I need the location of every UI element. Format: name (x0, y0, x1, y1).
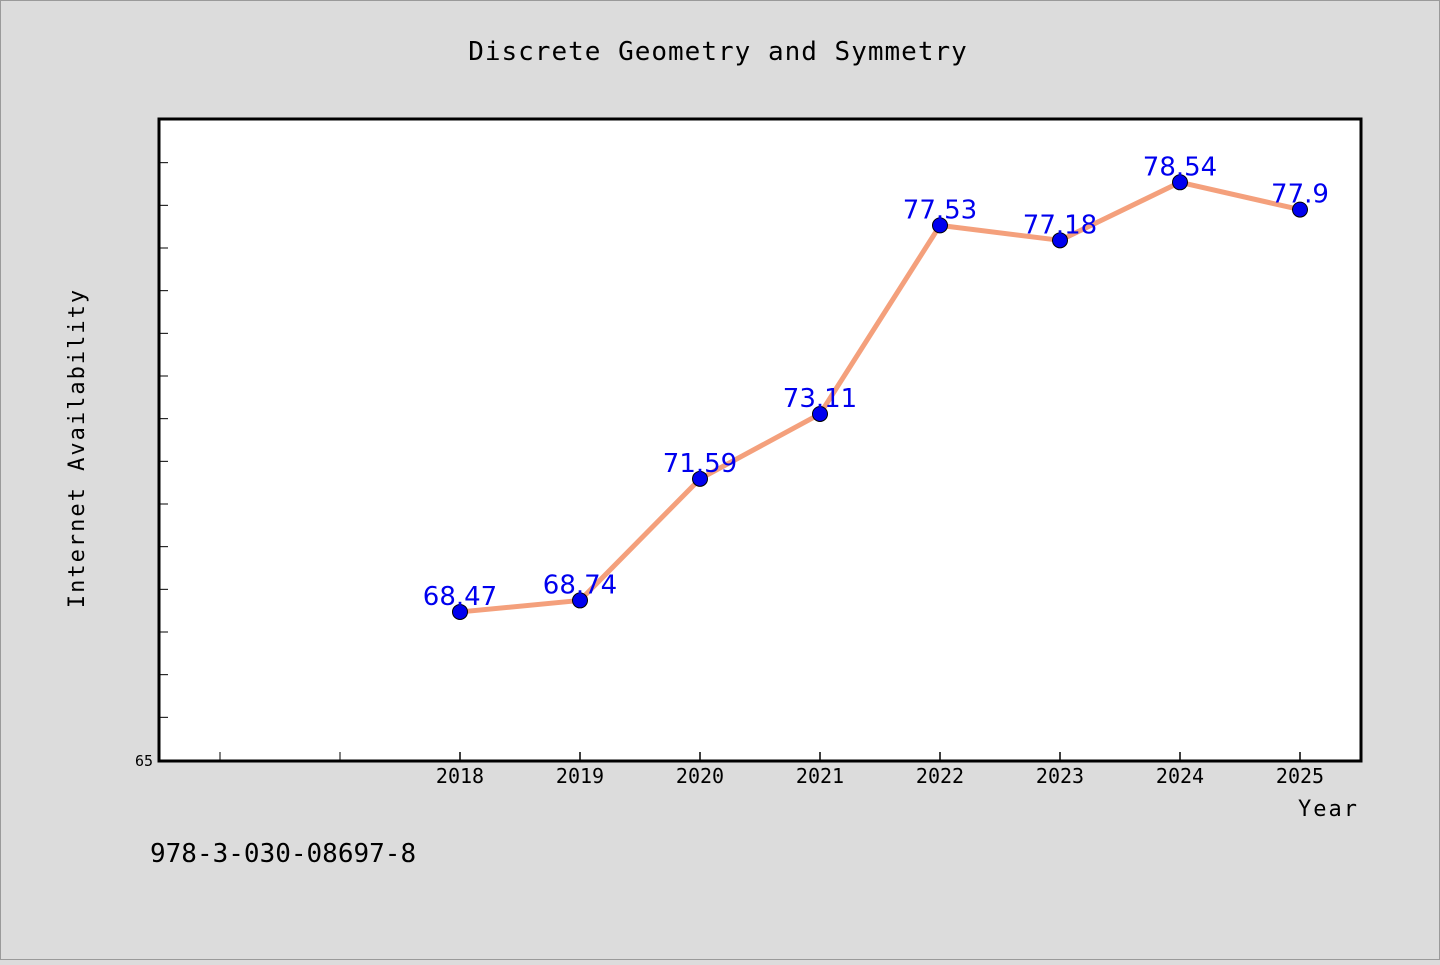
x-tick-label: 2019 (556, 764, 604, 788)
x-tick-label: 2024 (1156, 764, 1204, 788)
data-point (1172, 174, 1188, 191)
series-line (457, 179, 1303, 615)
data-point (572, 592, 588, 609)
plot-area (157, 117, 1363, 763)
data-point (452, 603, 468, 620)
data-label: 78.54 (1143, 152, 1217, 182)
data-label: 73.11 (783, 384, 857, 414)
y-axis-ticks (160, 162, 168, 718)
x-tick-label: 2018 (436, 764, 484, 788)
data-point (812, 405, 828, 422)
data-label: 68.74 (543, 570, 617, 600)
data-point (692, 470, 708, 487)
data-point (932, 217, 948, 234)
x-axis-ticks: 2018 2019 2020 2021 2022 2023 2024 2025 (219, 752, 1324, 788)
data-point (1052, 232, 1068, 249)
data-label: 77.9 (1271, 180, 1329, 210)
isbn-text: 978-3-030-08697-8 (150, 839, 416, 869)
y-axis-min-label: 65 (135, 752, 153, 770)
data-point (1292, 201, 1308, 218)
x-tick-label: 2021 (796, 764, 844, 788)
data-label: 77.53 (903, 195, 977, 225)
x-tick-label: 2023 (1036, 764, 1084, 788)
data-label: 71.59 (663, 449, 737, 479)
x-tick-label: 2020 (676, 764, 724, 788)
chart-title: Discrete Geometry and Symmetry (468, 37, 968, 67)
data-label: 77.18 (1023, 210, 1097, 240)
y-axis-label: Internet Availability (65, 288, 90, 608)
x-tick-label: 2022 (916, 764, 964, 788)
x-tick-label: 2025 (1276, 764, 1324, 788)
x-axis-label: Year (1298, 797, 1359, 822)
series-layer: 68.47 68.74 71.59 73.11 77.53 77.18 78.54 77.9 (423, 152, 1329, 620)
data-label: 68.47 (423, 582, 497, 612)
